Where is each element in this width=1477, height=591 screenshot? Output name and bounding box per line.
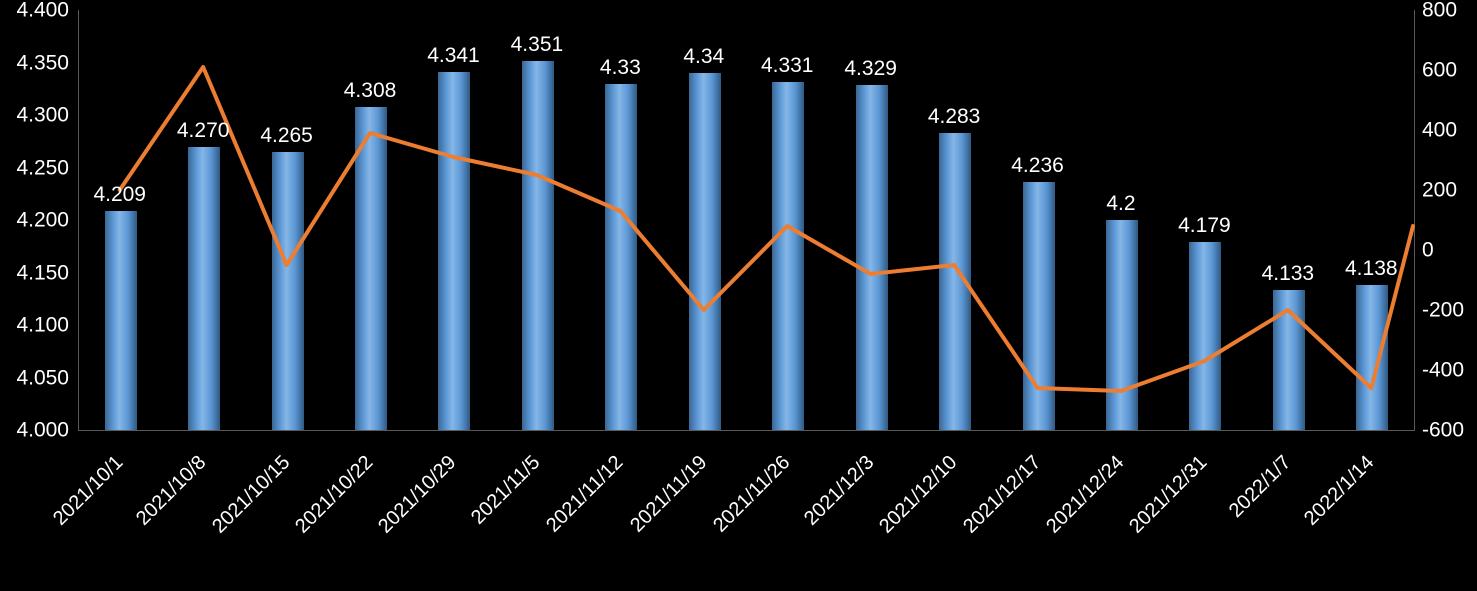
y1-tick-label: 4.400	[16, 0, 69, 21]
chart-container: 4.000 4.050 4.100 4.150 4.200 4.250 4.300 4.350…	[0, 0, 1477, 591]
y1-tick-label: 4.300	[16, 105, 69, 126]
bar-value-label: 4.341	[427, 44, 480, 68]
y2-tick-label: 200	[1422, 180, 1457, 201]
bar-value-label: 4.34	[683, 45, 724, 69]
y1-tick-label: 4.350	[16, 52, 69, 73]
bar-value-label: 4.179	[1178, 214, 1231, 238]
bar-value-label: 4.236	[1011, 154, 1064, 178]
bar-value-label: 4.209	[93, 183, 146, 207]
bar-value-label: 4.265	[260, 124, 313, 148]
bar-value-label: 4.138	[1345, 257, 1398, 281]
bar-value-label: 4.308	[344, 79, 397, 103]
bar-value-label: 4.270	[177, 119, 230, 143]
y1-tick-label: 4.200	[16, 210, 69, 231]
y1-tick-label: 4.250	[16, 157, 69, 178]
y1-tick-label: 4.100	[16, 315, 69, 336]
y1-tick-label: 4.050	[16, 367, 69, 388]
y1-tick-label: 4.000	[16, 420, 69, 441]
y2-tick-label: -600	[1422, 420, 1464, 441]
y2-tick-label: 600	[1422, 60, 1457, 81]
y1-tick-label: 4.150	[16, 262, 69, 283]
bar-value-label: 4.351	[511, 33, 564, 57]
bar-value-label: 4.2	[1106, 192, 1135, 216]
bar-value-label: 4.329	[844, 57, 897, 81]
bar-value-label: 4.133	[1262, 262, 1315, 286]
bar-value-label: 4.331	[761, 54, 814, 78]
bar-value-label: 4.283	[928, 105, 981, 129]
bar-value-label: 4.33	[600, 56, 641, 80]
y2-tick-label: -400	[1422, 360, 1464, 381]
y2-tick-label: 0	[1422, 240, 1434, 261]
y2-tick-label: 400	[1422, 120, 1457, 141]
y2-tick-label: 800	[1422, 0, 1457, 21]
y2-tick-label: -200	[1422, 300, 1464, 321]
